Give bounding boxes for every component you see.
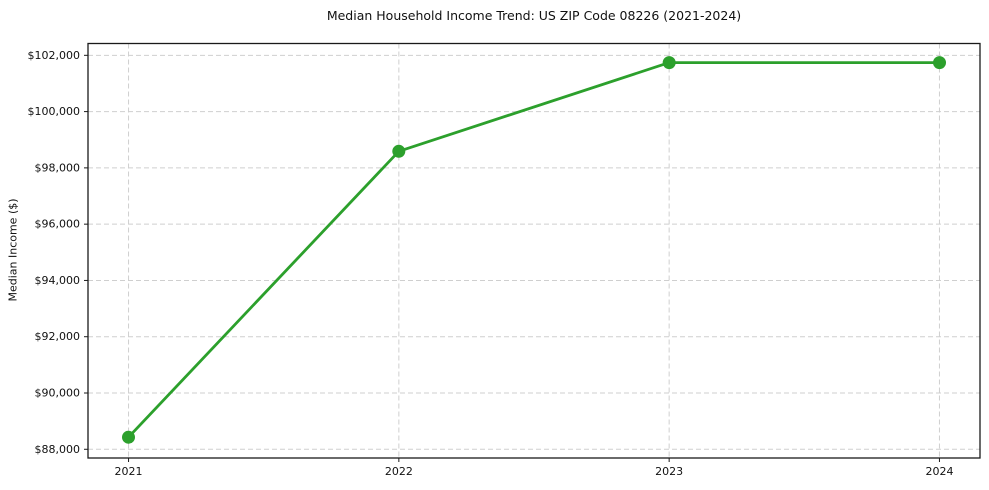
axes-spines bbox=[87, 42, 981, 459]
y-tick-label: $102,000 bbox=[28, 49, 81, 62]
trend-line bbox=[127, 61, 941, 439]
data-point-marker bbox=[662, 56, 676, 70]
x-tick-label: 2024 bbox=[925, 465, 953, 478]
chart-title: Median Household Income Trend: US ZIP Co… bbox=[326, 8, 742, 23]
x-tick-label: 2023 bbox=[655, 465, 683, 478]
y-tick-label: $100,000 bbox=[28, 105, 81, 118]
y-tick-label: $92,000 bbox=[35, 330, 81, 343]
y-tick-label: $90,000 bbox=[35, 386, 81, 399]
y-tick-label: $94,000 bbox=[35, 274, 81, 287]
data-point-marker bbox=[392, 144, 406, 158]
y-tick-label: $96,000 bbox=[35, 218, 81, 231]
y-tick-label: $88,000 bbox=[35, 443, 81, 456]
y-tick-label: $98,000 bbox=[35, 161, 81, 174]
x-tick-label: 2021 bbox=[115, 465, 143, 478]
x-tick-label: 2022 bbox=[385, 465, 413, 478]
data-point-marker bbox=[933, 56, 946, 70]
data-point-marker bbox=[122, 430, 135, 444]
